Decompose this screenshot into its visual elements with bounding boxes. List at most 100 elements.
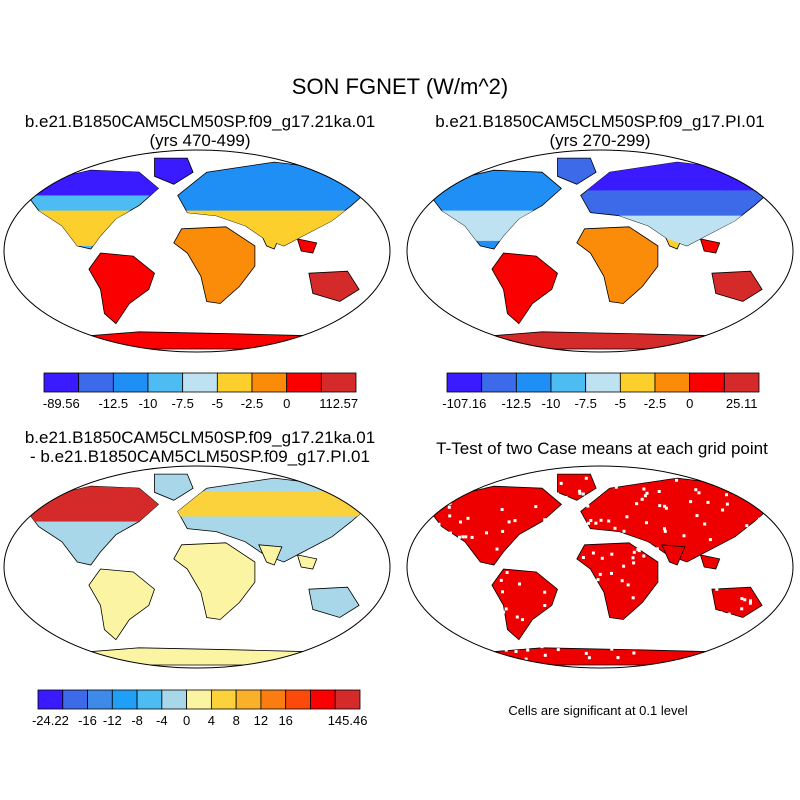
land-samerica (88, 252, 155, 325)
colorbar-box (235, 689, 262, 710)
insignificant-cell (445, 635, 449, 639)
colorbar-box (37, 689, 64, 710)
insignificant-cell (725, 657, 729, 660)
insignificant-cell (706, 604, 710, 608)
insignificant-cell (429, 546, 433, 550)
insignificant-cell (632, 651, 636, 655)
insignificant-cell (490, 608, 494, 612)
insignificant-cell (769, 586, 773, 590)
insignificant-cell (427, 585, 431, 589)
colorbar-box (310, 689, 336, 710)
insignificant-cell (614, 485, 618, 489)
insignificant-cell (748, 601, 752, 605)
insignificant-cell (461, 535, 465, 539)
insignificant-cell (622, 564, 626, 568)
insignificant-cell (531, 624, 535, 628)
insignificant-cell (728, 481, 732, 485)
colorbar-box (216, 372, 253, 393)
insignificant-cell (749, 599, 752, 603)
insignificant-cell (691, 618, 695, 622)
insignificant-cell (725, 493, 728, 497)
insignificant-cell (501, 590, 504, 594)
insignificant-cell (614, 640, 618, 644)
colorbar-box (585, 372, 621, 393)
insignificant-cell (768, 569, 772, 573)
colorbar-box (260, 689, 287, 710)
land-namerica (429, 485, 563, 566)
insignificant-cell (690, 634, 694, 637)
insignificant-cell (537, 481, 541, 485)
insignificant-cell (416, 558, 420, 561)
insignificant-cell (610, 571, 613, 575)
insignificant-cell (617, 536, 621, 540)
land-seasia (699, 238, 721, 254)
colorbar-tick-label: 0 (283, 396, 290, 411)
insignificant-cell (581, 492, 585, 496)
insignificant-cell (502, 610, 505, 614)
insignificant-cell (473, 616, 476, 620)
panel-br-title: T-Test of two Case means at each grid po… (436, 439, 768, 458)
insignificant-cell (437, 522, 441, 526)
insignificant-cell (666, 604, 670, 608)
insignificant-cell (532, 480, 536, 483)
insignificant-cell (518, 582, 521, 586)
land-africa (576, 226, 659, 304)
insignificant-cell (598, 572, 602, 576)
colorbar-box (210, 689, 237, 710)
colorbar-box (161, 689, 188, 710)
insignificant-cell (635, 502, 639, 506)
colorbar-box (481, 372, 517, 393)
insignificant-cell (663, 504, 667, 508)
colorbar-tick-label: 25.11 (726, 396, 758, 411)
insignificant-cell (578, 489, 582, 493)
insignificant-cell (597, 485, 601, 489)
colorbar-box (147, 372, 184, 393)
insignificant-cell (458, 535, 461, 539)
insignificant-cell (703, 522, 707, 526)
map-border (3, 465, 391, 669)
map-panel-br (406, 465, 794, 669)
insignificant-cell (545, 539, 549, 543)
insignificant-cell (564, 568, 568, 572)
insignificant-cell (647, 543, 651, 547)
insignificant-cell (465, 478, 469, 482)
insignificant-cell (466, 516, 470, 520)
insignificant-cell (581, 633, 585, 637)
insignificant-cell (478, 482, 482, 486)
insignificant-cell (535, 541, 539, 545)
insignificant-cell (621, 624, 625, 628)
insignificant-cell (454, 558, 458, 562)
colorbar-tick-label: -7.5 (171, 396, 193, 411)
insignificant-cell (509, 562, 513, 566)
insignificant-cell (521, 618, 524, 622)
insignificant-cell (505, 571, 509, 574)
insignificant-cell (770, 621, 774, 625)
insignificant-cell (731, 652, 735, 656)
insignificant-cell (631, 596, 635, 600)
colorbar-box (251, 372, 288, 393)
insignificant-cell (632, 550, 636, 554)
colorbar-box (619, 372, 656, 393)
insignificant-cell (645, 521, 648, 525)
land-africa (173, 542, 256, 620)
insignificant-cell (583, 576, 587, 580)
insignificant-cell (450, 557, 454, 561)
colorbar-1: -107.16 -12.5 -10 -7.5 -5 -2.5 0 25.11 (442, 372, 760, 411)
insignificant-cell (658, 634, 662, 638)
insignificant-cell (495, 547, 499, 551)
significance-note: Cells are significant at 0.1 level (508, 703, 688, 718)
colorbar-box (87, 689, 113, 710)
insignificant-cell (577, 566, 581, 570)
insignificant-cell (746, 495, 750, 499)
insignificant-cell (741, 551, 745, 555)
insignificant-cell (564, 495, 568, 499)
insignificant-cell (649, 548, 652, 552)
colorbar-box (62, 689, 88, 710)
insignificant-cell (766, 535, 770, 539)
colorbar-tick-label: -5 (615, 396, 627, 411)
insignificant-cell (679, 592, 683, 596)
insignificant-cell (594, 521, 598, 525)
insignificant-cell (743, 598, 747, 602)
insignificant-cell (685, 565, 689, 569)
insignificant-cell (559, 521, 562, 525)
